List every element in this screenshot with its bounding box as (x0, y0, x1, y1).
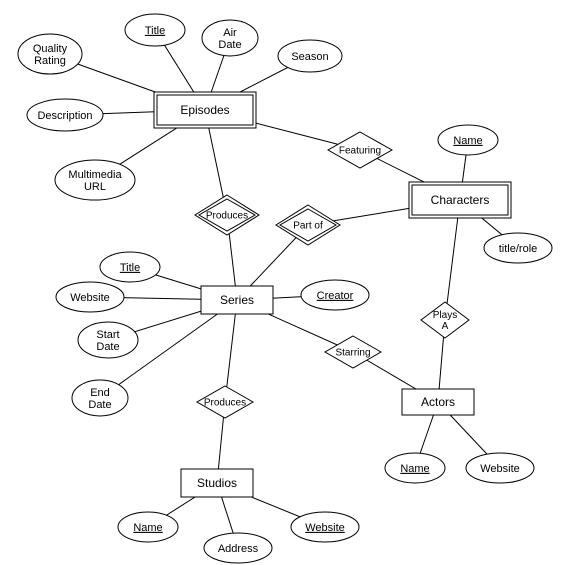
entity-series: Series (201, 286, 273, 314)
svg-text:Characters: Characters (431, 193, 490, 207)
svg-text:Produces: Produces (206, 211, 248, 222)
relationship-featuring: Featuring (328, 132, 392, 168)
svg-text:Plays: Plays (433, 310, 457, 321)
entity-episodes: Episodes (154, 92, 256, 128)
svg-text:Studios: Studios (197, 476, 237, 490)
svg-text:Season: Season (291, 51, 328, 63)
svg-text:Multimedia: Multimedia (68, 169, 122, 181)
attribute-act_web: Website (466, 453, 534, 483)
relationship-produces2: Produces (197, 386, 253, 418)
attribute-ep_title: Title (125, 14, 185, 46)
relationship-partof: Part of (276, 205, 340, 245)
svg-text:Creator: Creator (317, 290, 354, 302)
entity-characters: Characters (409, 182, 511, 218)
svg-text:Address: Address (218, 543, 259, 555)
svg-text:Date: Date (218, 39, 241, 51)
svg-text:Name: Name (453, 135, 482, 147)
attribute-titlerole: title/role (484, 233, 552, 263)
attribute-airdate: AirDate (202, 20, 258, 56)
svg-text:Featuring: Featuring (339, 146, 381, 157)
svg-text:Part of: Part of (293, 221, 323, 232)
attribute-startdate: StartDate (78, 322, 138, 358)
attribute-desc: Description (27, 99, 103, 131)
entity-actors: Actors (402, 389, 474, 415)
svg-text:Name: Name (400, 463, 429, 475)
er-diagram-canvas: QualityRatingTitleAirDateSeasonDescripti… (0, 0, 571, 565)
svg-text:Website: Website (480, 463, 520, 475)
svg-text:Start: Start (96, 329, 119, 341)
svg-text:A: A (442, 321, 449, 332)
svg-text:End: End (90, 387, 110, 399)
attribute-act_name: Name (385, 453, 445, 483)
svg-text:Title: Title (120, 262, 140, 274)
svg-text:Starring: Starring (335, 348, 370, 359)
svg-text:Rating: Rating (34, 55, 66, 67)
attribute-quality: QualityRating (18, 34, 82, 74)
attribute-website: Website (56, 282, 124, 312)
svg-text:Series: Series (220, 293, 254, 307)
svg-text:Episodes: Episodes (180, 103, 229, 117)
svg-text:Description: Description (37, 110, 92, 122)
entity-studios: Studios (181, 469, 253, 497)
svg-text:Date: Date (96, 341, 119, 353)
svg-text:Title: Title (145, 25, 165, 37)
attribute-char_name: Name (438, 125, 498, 155)
relationship-playsa: PlaysA (421, 302, 469, 338)
attribute-murl: MultimediaURL (55, 160, 135, 200)
svg-text:Actors: Actors (421, 395, 455, 409)
svg-text:title/role: title/role (499, 243, 538, 255)
attribute-season: Season (278, 40, 342, 72)
svg-text:Air: Air (223, 27, 237, 39)
relationship-produces1: Produces (195, 195, 259, 235)
svg-text:Produces: Produces (204, 398, 246, 409)
attribute-stu_name: Name (118, 512, 178, 542)
svg-text:Date: Date (88, 399, 111, 411)
attribute-creator: Creator (301, 280, 369, 310)
attribute-s_title: Title (100, 252, 160, 282)
svg-text:Quality: Quality (33, 43, 68, 55)
svg-text:URL: URL (84, 181, 106, 193)
attribute-enddate: EndDate (72, 380, 128, 416)
svg-text:Website: Website (70, 292, 110, 304)
svg-text:Website: Website (305, 522, 345, 534)
attribute-stu_addr: Address (204, 533, 272, 563)
svg-text:Name: Name (133, 522, 162, 534)
attribute-stu_web: Website (291, 512, 359, 542)
